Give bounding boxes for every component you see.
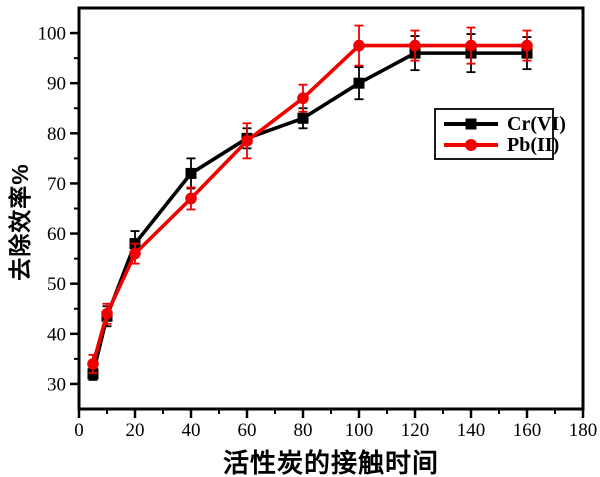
y-tick-label: 70 xyxy=(47,174,66,195)
data-point-circle xyxy=(409,39,421,52)
data-point-square xyxy=(297,112,309,124)
y-tick-label: 50 xyxy=(47,274,66,295)
data-point-circle xyxy=(521,39,533,52)
data-point-circle xyxy=(465,39,477,52)
data-point-circle xyxy=(185,192,197,205)
legend-item-pb: Pb(II) xyxy=(444,134,559,155)
data-point-square xyxy=(185,167,197,179)
data-point-circle xyxy=(297,92,309,105)
legend-line-pb xyxy=(444,138,498,151)
x-tick-label: 120 xyxy=(401,420,430,441)
x-tick-label: 80 xyxy=(294,420,313,441)
y-tick-label: 30 xyxy=(47,374,66,395)
legend-line-cr xyxy=(444,118,498,129)
x-tick-label: 180 xyxy=(569,420,598,441)
x-axis-title: 活性炭的接触时间 xyxy=(222,448,439,477)
y-tick-label: 40 xyxy=(47,324,66,345)
legend-item-cr: Cr(VI) xyxy=(444,113,566,134)
x-tick-label: 40 xyxy=(182,420,201,441)
series-line-pbii xyxy=(91,43,527,365)
legend: Cr(VI) Pb(II) xyxy=(434,108,566,160)
data-point-square xyxy=(353,77,365,89)
x-tick-label: 20 xyxy=(126,420,145,441)
x-tick-label: 0 xyxy=(74,420,84,441)
data-point-circle xyxy=(353,39,365,52)
y-tick-label: 80 xyxy=(47,124,66,145)
y-axis-title: 去除效率% xyxy=(7,163,33,281)
legend-label-cr: Cr(VI) xyxy=(507,112,566,135)
y-tick-label: 90 xyxy=(47,74,66,95)
circle-marker-icon xyxy=(465,138,477,151)
data-point-circle xyxy=(101,307,113,320)
plot-frame xyxy=(77,6,585,411)
x-tick-label: 60 xyxy=(238,420,257,441)
data-point-circle xyxy=(129,247,141,260)
x-tick-label: 100 xyxy=(345,420,374,441)
legend-label-pb: Pb(II) xyxy=(507,133,560,156)
x-tick-label: 160 xyxy=(513,420,542,441)
data-point-circle xyxy=(87,358,99,370)
y-tick-label: 100 xyxy=(38,24,67,45)
data-point-square xyxy=(87,368,99,380)
series-line-crvi xyxy=(91,51,527,375)
square-marker-icon xyxy=(465,118,477,129)
y-tick-label: 60 xyxy=(47,224,66,245)
x-tick-label: 140 xyxy=(457,420,486,441)
data-point-circle xyxy=(241,135,253,147)
